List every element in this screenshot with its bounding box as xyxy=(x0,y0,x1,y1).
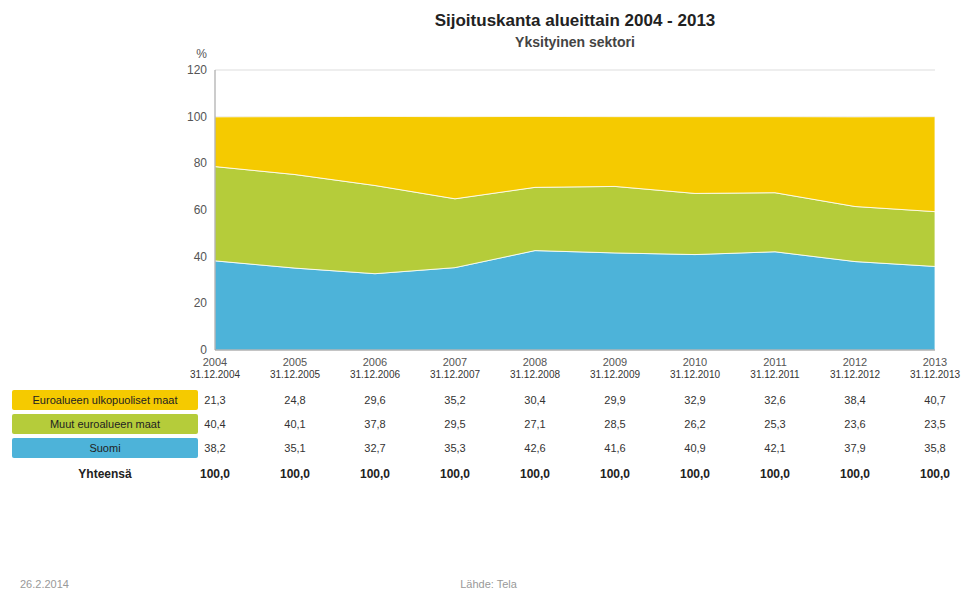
legend-swatch xyxy=(12,390,198,410)
total-value: 100,0 xyxy=(200,467,230,481)
table-value: 29,5 xyxy=(444,418,465,430)
x-tick-label: 2011 xyxy=(763,356,787,368)
legend-label: Suomi xyxy=(89,442,120,454)
title: Sijoituskanta alueittain 2004 - 2013 xyxy=(435,11,716,30)
x-tick-label: 2009 xyxy=(603,356,627,368)
table-value: 25,3 xyxy=(764,418,785,430)
table-value: 32,6 xyxy=(764,394,785,406)
table-value: 27,1 xyxy=(524,418,545,430)
table-value: 32,7 xyxy=(364,442,385,454)
table-value: 29,6 xyxy=(364,394,385,406)
table-value: 24,8 xyxy=(284,394,305,406)
x-tick-label: 2012 xyxy=(843,356,867,368)
table-header: 31.12.2009 xyxy=(590,369,640,380)
table-value: 40,1 xyxy=(284,418,305,430)
subtitle: Yksityinen sektori xyxy=(515,34,635,50)
table: 31.12.2004 31.12.2005 31.12.2006 31.12.2007… xyxy=(12,369,960,481)
x-tick-label: 2004 xyxy=(203,356,227,368)
legend-swatch xyxy=(12,438,198,458)
total-value: 100,0 xyxy=(840,467,870,481)
y-tick-label: 80 xyxy=(194,156,208,170)
table-value: 42,1 xyxy=(764,442,785,454)
total-value: 100,0 xyxy=(600,467,630,481)
x-tick-label: 2006 xyxy=(363,356,387,368)
table-value: 40,4 xyxy=(204,418,225,430)
table-value: 23,5 xyxy=(924,418,945,430)
total-value: 100,0 xyxy=(280,467,310,481)
table-value: 26,2 xyxy=(684,418,705,430)
table-value: 30,4 xyxy=(524,394,545,406)
table-value: 38,4 xyxy=(844,394,865,406)
table-value: 41,6 xyxy=(604,442,625,454)
total-value: 100,0 xyxy=(360,467,390,481)
total-label: Yhteensä xyxy=(78,467,132,481)
table-value: 37,8 xyxy=(364,418,385,430)
y-tick-label: 0 xyxy=(200,343,207,357)
background xyxy=(0,0,977,608)
y-axis xyxy=(215,70,216,350)
table-header: 31.12.2013 xyxy=(910,369,960,380)
table-header: 31.12.2011 xyxy=(750,369,800,380)
table-value: 38,2 xyxy=(204,442,225,454)
x-axis xyxy=(215,350,935,351)
table-value: 35,1 xyxy=(284,442,305,454)
total-value: 100,0 xyxy=(440,467,470,481)
legend-label: Muut euroalueen maat xyxy=(50,418,160,430)
table-value: 40,9 xyxy=(684,442,705,454)
table-header: 31.12.2007 xyxy=(430,369,480,380)
x-tick-label: 2008 xyxy=(523,356,547,368)
table-value: 35,2 xyxy=(444,394,465,406)
x-tick-label: 2013 xyxy=(923,356,947,368)
table-value: 35,3 xyxy=(444,442,465,454)
x-tick-label: 2007 xyxy=(443,356,467,368)
legend-label: Euroalueen ulkopuoliset maat xyxy=(33,394,178,406)
table-value: 29,9 xyxy=(604,394,625,406)
table-value: 40,7 xyxy=(924,394,945,406)
grid-line xyxy=(215,70,935,71)
x-tick-label: 2010 xyxy=(683,356,707,368)
table-header: 31.12.2012 xyxy=(830,369,880,380)
table-header: 31.12.2008 xyxy=(510,369,560,380)
table-value: 21,3 xyxy=(204,394,225,406)
y-tick-label: 20 xyxy=(194,296,208,310)
table-value: 42,6 xyxy=(524,442,545,454)
chart: Sijoituskanta alueittain 2004 - 2013 Yksi… xyxy=(0,0,977,608)
table-value: 23,6 xyxy=(844,418,865,430)
total-value: 100,0 xyxy=(760,467,790,481)
table-header: 31.12.2004 xyxy=(190,369,240,380)
areas xyxy=(215,116,935,350)
date-label: 26.2.2014 xyxy=(20,578,69,590)
source-label: Lähde: Tela xyxy=(460,578,518,590)
table-header: 31.12.2006 xyxy=(350,369,400,380)
y-axis-label: % xyxy=(196,47,207,61)
y-tick-label: 100 xyxy=(187,110,207,124)
table-value: 28,5 xyxy=(604,418,625,430)
table-value: 32,9 xyxy=(684,394,705,406)
total-value: 100,0 xyxy=(520,467,550,481)
legend-swatch xyxy=(12,414,198,434)
y-tick-label: 120 xyxy=(187,63,207,77)
y-tick-label: 40 xyxy=(194,250,208,264)
table-value: 37,9 xyxy=(844,442,865,454)
table-value: 35,8 xyxy=(924,442,945,454)
table-header: 31.12.2010 xyxy=(670,369,720,380)
total-value: 100,0 xyxy=(920,467,950,481)
table-header: 31.12.2005 xyxy=(270,369,320,380)
x-tick-label: 2005 xyxy=(283,356,307,368)
area xyxy=(215,116,935,211)
total-value: 100,0 xyxy=(680,467,710,481)
grid-line xyxy=(215,350,935,351)
grid xyxy=(215,70,935,350)
y-tick-label: 60 xyxy=(194,203,208,217)
